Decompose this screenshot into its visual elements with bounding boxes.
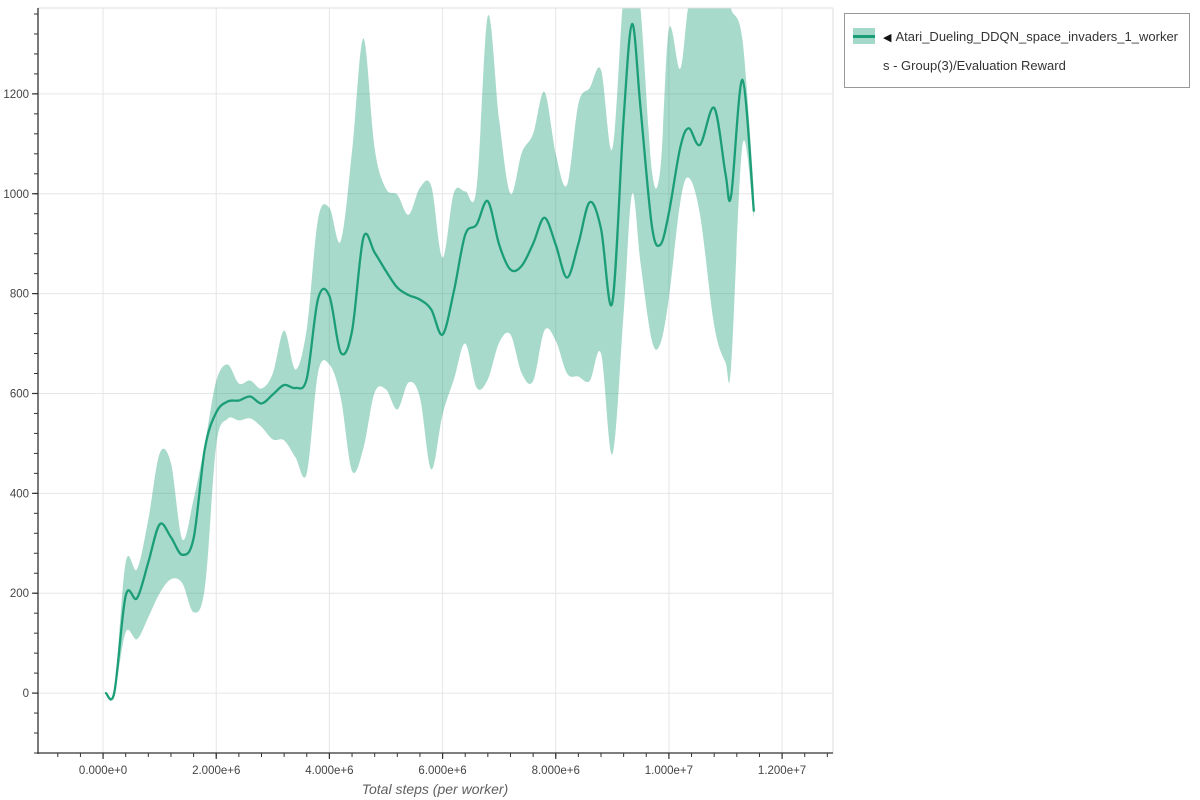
axes xyxy=(32,7,834,759)
gridlines xyxy=(38,8,833,753)
x-tick-label: 4.000e+6 xyxy=(305,765,353,777)
x-tick-label: 6.000e+6 xyxy=(418,765,466,777)
x-tick-label: 8.000e+6 xyxy=(532,765,580,777)
x-tick-label: 1.200e+7 xyxy=(758,765,806,777)
x-tick-label: 1.000e+7 xyxy=(645,765,693,777)
tick-labels: 0.000e+0 2.000e+6 4.000e+6 6.000e+6 8.000e+6… xyxy=(3,89,806,777)
series-layer xyxy=(104,8,755,701)
y-tick-label: 1200 xyxy=(3,89,29,101)
y-tick-label: 800 xyxy=(10,289,29,301)
x-axis-title: Total steps (per worker) xyxy=(362,781,509,797)
mean-line xyxy=(104,22,755,701)
y-tick-label: 0 xyxy=(23,688,29,700)
y-tick-label: 400 xyxy=(10,488,29,500)
legend: ◀ Atari_Dueling_DDQN_space_invaders_1_wor… xyxy=(844,13,1190,88)
legend-swatch-icon xyxy=(853,28,875,44)
legend-swatch-line-icon xyxy=(853,34,875,38)
x-tick-label: 0.000e+0 xyxy=(79,765,127,777)
legend-label: Atari_Dueling_DDQN_space_invaders_1_work… xyxy=(883,29,1179,73)
confidence-band xyxy=(105,8,754,700)
y-tick-label: 200 xyxy=(10,588,29,600)
x-tick-label: 2.000e+6 xyxy=(192,765,240,777)
legend-item[interactable]: ◀ Atari_Dueling_DDQN_space_invaders_1_wor… xyxy=(853,23,1181,79)
legend-collapse-icon: ◀ xyxy=(883,32,892,44)
y-tick-label: 1000 xyxy=(3,189,29,201)
y-tick-label: 600 xyxy=(10,388,29,400)
